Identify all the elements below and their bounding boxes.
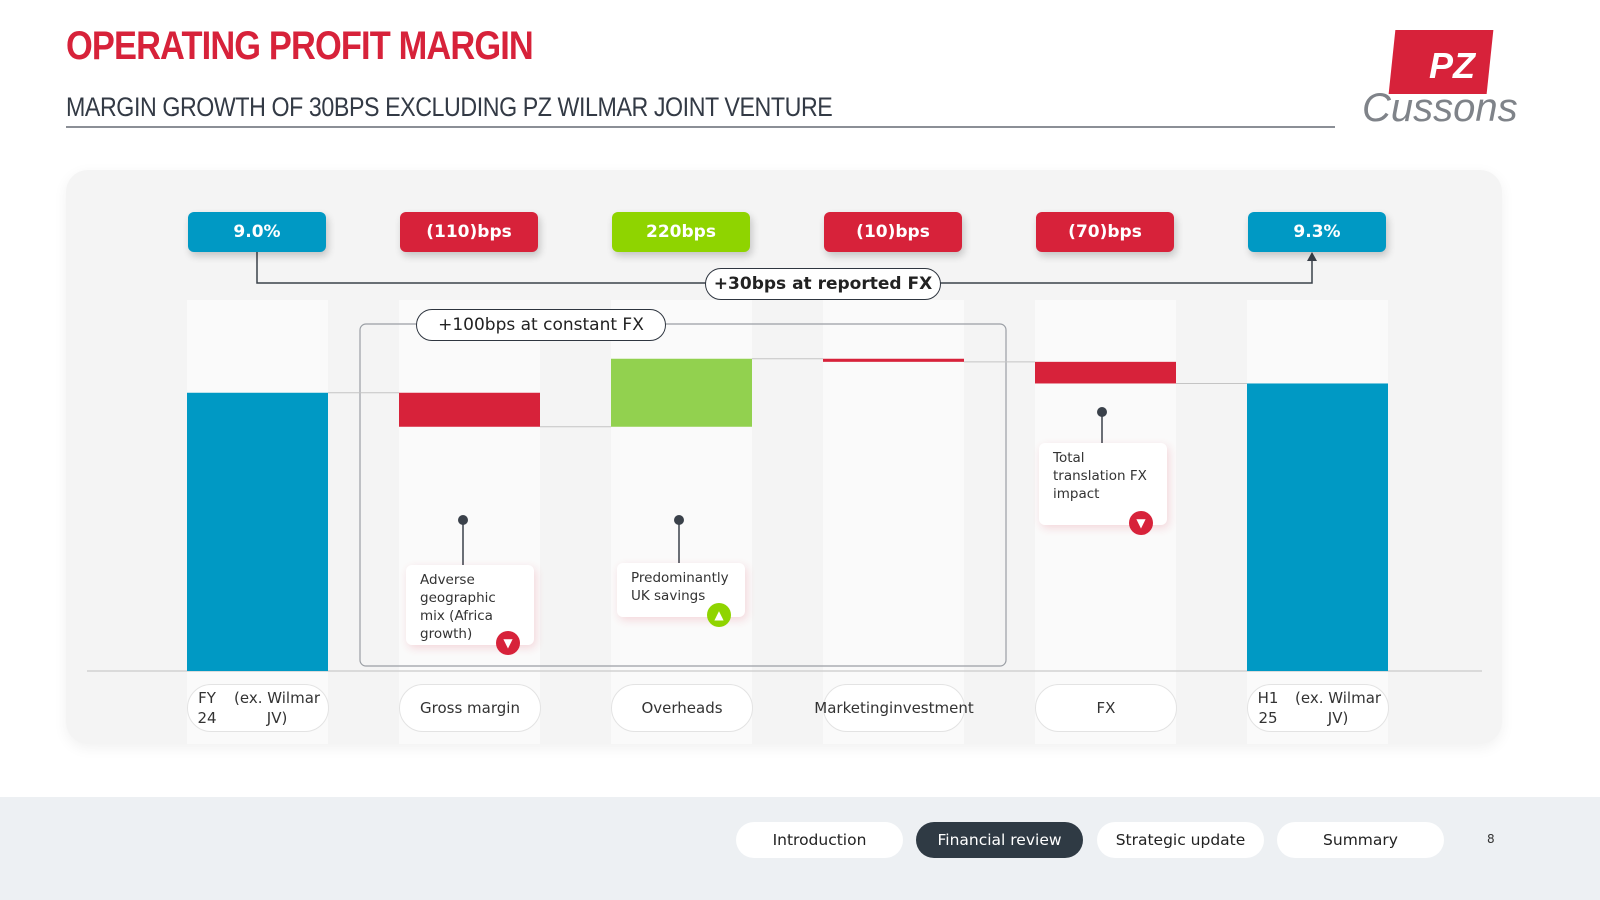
bar-1 xyxy=(399,392,540,427)
logo-wordmark: Cussons xyxy=(1362,86,1518,130)
note-text-line: impact xyxy=(1053,486,1100,502)
column-background xyxy=(823,300,964,744)
bracket-arrowhead xyxy=(1307,252,1317,261)
note-0: Adverse geographic mix (Africa growth) ▼ xyxy=(406,565,534,655)
bar-5 xyxy=(1247,383,1388,671)
value-badge-4: (70)bps xyxy=(1036,212,1174,252)
value-badge-0: 9.0% xyxy=(188,212,326,252)
constant-fx-annotation: +100bps at constant FX xyxy=(416,309,666,341)
nav-introduction-button[interactable]: Introduction xyxy=(736,822,903,858)
category-label-5: H1 25 (ex. Wilmar JV) xyxy=(1247,684,1389,732)
note-text-line: UK savings xyxy=(631,588,706,604)
triangle-up-icon: ▲ xyxy=(707,603,731,627)
page-number: 8 xyxy=(1487,832,1495,846)
note-text-line: Total xyxy=(1053,450,1085,466)
category-label-text: (ex. Wilmar JV) xyxy=(234,689,321,727)
pz-cussons-logo: PZ Cussons xyxy=(1362,30,1518,130)
page-subtitle: MARGIN GROWTH OF 30BPS EXCLUDING PZ WILM… xyxy=(66,92,833,122)
category-label-text: investment xyxy=(889,699,974,717)
value-badge-1: (110)bps xyxy=(400,212,538,252)
triangle-down-icon: ▼ xyxy=(496,631,520,655)
page-title: OPERATING PROFIT MARGIN xyxy=(66,24,534,68)
callout-pin xyxy=(674,515,684,525)
category-label-1: Gross margin xyxy=(399,684,541,732)
nav-summary-button[interactable]: Summary xyxy=(1277,822,1444,858)
category-label-4: FX xyxy=(1035,684,1177,732)
logo-mark-text: PZ xyxy=(1428,45,1475,86)
nav-financial-review-button[interactable]: Financial review xyxy=(916,822,1083,858)
category-label-3: Marketing investment xyxy=(814,684,974,732)
category-label-text: Gross margin xyxy=(420,699,520,717)
note-text-line: Predominantly xyxy=(631,570,729,586)
triangle-down-icon: ▼ xyxy=(1129,511,1153,535)
note-text-line: mix (Africa xyxy=(420,608,493,624)
bar-3 xyxy=(823,358,964,362)
category-label-text: (ex. Wilmar JV) xyxy=(1295,689,1382,727)
note-2: Total translation FX impact ▼ xyxy=(1039,443,1167,535)
note-1: Predominantly UK savings ▲ xyxy=(617,563,745,627)
note-text-line: growth) xyxy=(420,626,473,642)
note-text-line: translation FX xyxy=(1053,468,1147,484)
note-text-line: Adverse xyxy=(420,572,475,588)
title-divider xyxy=(66,126,1335,128)
note-text-line: geographic xyxy=(420,590,496,606)
constant-fx-bracket xyxy=(359,323,1007,667)
column-background xyxy=(399,300,540,744)
nav-strategic-update-button[interactable]: Strategic update xyxy=(1097,822,1264,858)
category-label-text: H1 25 xyxy=(1257,689,1279,727)
reported-fx-annotation: +30bps at reported FX xyxy=(705,268,941,300)
bar-2 xyxy=(611,358,752,427)
category-label-text: Overheads xyxy=(641,699,723,717)
bar-4 xyxy=(1035,361,1176,384)
category-label-2: Overheads xyxy=(611,684,753,732)
value-badge-2: 220bps xyxy=(612,212,750,252)
callout-pin xyxy=(458,515,468,525)
value-badge-3: (10)bps xyxy=(824,212,962,252)
bar-0 xyxy=(187,392,328,671)
category-label-text: FY 24 xyxy=(197,689,217,727)
callout-pin xyxy=(1097,407,1107,417)
value-badge-5: 9.3% xyxy=(1248,212,1386,252)
category-label-text: Marketing xyxy=(814,699,890,717)
category-label-text: FX xyxy=(1096,699,1116,717)
category-label-0: FY 24 (ex. Wilmar JV) xyxy=(187,684,329,732)
